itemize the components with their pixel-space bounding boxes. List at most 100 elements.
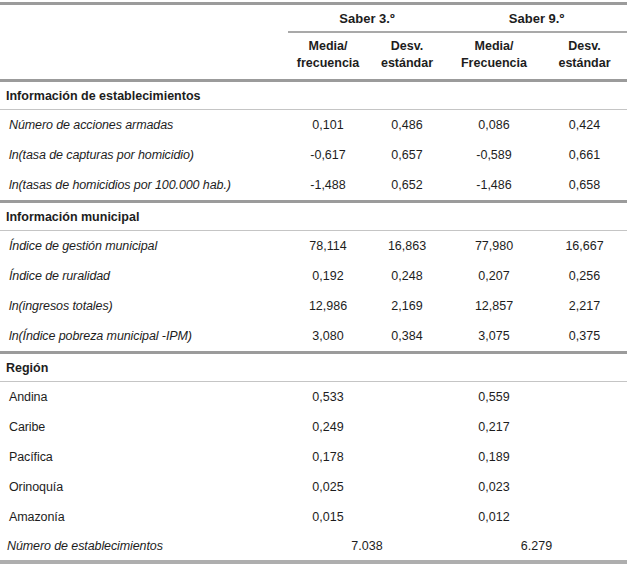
stat-cell-n-saber9: 6.279 — [446, 532, 627, 562]
observations-row: Número de establecimientos 7.038 6.279 — [0, 532, 627, 562]
table-row: Índice de gestión municipal 78,114 16,86… — [0, 230, 627, 261]
section-title: Información municipal — [0, 201, 627, 230]
col-group-saber-9: Saber 9.º — [446, 4, 627, 33]
section-header-municipal: Información municipal — [0, 201, 627, 230]
stat-cell: -0,589 — [446, 140, 542, 170]
col-header-line1: Media/ — [309, 39, 348, 53]
table-row: Caribe 0,249 0,217 — [0, 412, 627, 442]
col-group-saber-3: Saber 3.º — [288, 4, 446, 33]
col-header-media-frecuencia-3: Media/ frecuencia — [288, 32, 368, 80]
stat-cell: -1,486 — [446, 170, 542, 202]
stat-cell: 77,980 — [446, 230, 542, 261]
stat-cell: 0,217 — [446, 412, 542, 442]
stat-cell: 0,384 — [368, 321, 446, 353]
table-row: ln(ingresos totales) 12,986 2,169 12,857… — [0, 291, 627, 321]
col-header-media-frecuencia-9: Media/ Frecuencia — [446, 32, 542, 80]
stat-cell — [368, 502, 446, 532]
row-label: ln(tasas de homicidios por 100.000 hab.) — [0, 170, 288, 202]
stat-cell — [542, 442, 627, 472]
row-label: Amazonía — [0, 502, 288, 532]
table-row: Orinoquía 0,025 0,023 — [0, 472, 627, 502]
stat-cell: 0,256 — [542, 261, 627, 291]
column-subheader-row: Media/ frecuencia Desv. estándar Media/ … — [0, 32, 627, 80]
section-header-establecimientos: Información de establecimientos — [0, 80, 627, 109]
col-header-line2: Frecuencia — [461, 56, 527, 70]
stat-cell — [542, 472, 627, 502]
stat-cell: 78,114 — [288, 230, 368, 261]
stat-cell — [368, 442, 446, 472]
stat-cell: 0,533 — [288, 381, 368, 412]
stat-cell: 0,657 — [368, 140, 446, 170]
stat-cell: 0,189 — [446, 442, 542, 472]
stat-cell: 0,486 — [368, 109, 446, 140]
header-spacer-cell — [0, 32, 288, 80]
header-spacer-cell — [0, 4, 288, 33]
col-header-desv-estandar-9: Desv. estándar — [542, 32, 627, 80]
stat-cell: 0,012 — [446, 502, 542, 532]
stat-cell — [368, 381, 446, 412]
row-label: Índice de gestión municipal — [0, 230, 288, 261]
stat-cell: 0,025 — [288, 472, 368, 502]
stat-cell: 0,249 — [288, 412, 368, 442]
table-row: Andina 0,533 0,559 — [0, 381, 627, 412]
stat-cell: 0,424 — [542, 109, 627, 140]
stat-cell — [542, 502, 627, 532]
stat-cell: 0,248 — [368, 261, 446, 291]
stat-cell: 0,015 — [288, 502, 368, 532]
col-header-line2: estándar — [381, 56, 433, 70]
stat-cell: 2,217 — [542, 291, 627, 321]
stat-cell-n-saber3: 7.038 — [288, 532, 446, 562]
stat-cell: 0,101 — [288, 109, 368, 140]
stat-cell — [368, 472, 446, 502]
row-label: Número de establecimientos — [0, 532, 288, 562]
stat-cell: 0,658 — [542, 170, 627, 202]
row-label: Orinoquía — [0, 472, 288, 502]
stat-cell: 0,559 — [446, 381, 542, 412]
stat-cell — [368, 412, 446, 442]
stat-cell: 0,192 — [288, 261, 368, 291]
table-row: ln(tasas de homicidios por 100.000 hab.)… — [0, 170, 627, 202]
stat-cell: 3,075 — [446, 321, 542, 353]
col-header-desv-estandar-3: Desv. estándar — [368, 32, 446, 80]
table-row: Amazonía 0,015 0,012 — [0, 502, 627, 532]
stat-cell: 2,169 — [368, 291, 446, 321]
row-label: Caribe — [0, 412, 288, 442]
stat-cell: 0,178 — [288, 442, 368, 472]
stat-cell: 12,986 — [288, 291, 368, 321]
stat-cell: -0,617 — [288, 140, 368, 170]
section-title: Región — [0, 352, 627, 381]
table-row: Índice de ruralidad 0,192 0,248 0,207 0,… — [0, 261, 627, 291]
row-label: Número de acciones armadas — [0, 109, 288, 140]
row-label: Índice de ruralidad — [0, 261, 288, 291]
row-label: ln(tasa de capturas por homicidio) — [0, 140, 288, 170]
stat-cell: 0,023 — [446, 472, 542, 502]
stat-cell: 16,667 — [542, 230, 627, 261]
column-group-header-row: Saber 3.º Saber 9.º — [0, 4, 627, 33]
stat-cell: 3,080 — [288, 321, 368, 353]
col-header-line2: frecuencia — [297, 56, 360, 70]
stat-cell: 12,857 — [446, 291, 542, 321]
table-row: Número de acciones armadas 0,101 0,486 0… — [0, 109, 627, 140]
col-header-line1: Desv. — [568, 39, 600, 53]
row-label: Pacífica — [0, 442, 288, 472]
stat-cell: 0,661 — [542, 140, 627, 170]
stat-cell — [542, 381, 627, 412]
row-label: ln(Índice pobreza municipal -IPM) — [0, 321, 288, 353]
col-header-line1: Desv. — [391, 39, 423, 53]
descriptive-statistics-table: Saber 3.º Saber 9.º Media/ frecuencia De… — [0, 2, 627, 564]
paper-table-page: Saber 3.º Saber 9.º Media/ frecuencia De… — [0, 0, 627, 564]
table-row: ln(tasa de capturas por homicidio) -0,61… — [0, 140, 627, 170]
row-label: Andina — [0, 381, 288, 412]
stat-cell: 0,375 — [542, 321, 627, 353]
stat-cell: -1,488 — [288, 170, 368, 202]
stat-cell: 16,863 — [368, 230, 446, 261]
stat-cell: 0,086 — [446, 109, 542, 140]
table-row: ln(Índice pobreza municipal -IPM) 3,080 … — [0, 321, 627, 353]
section-header-region: Región — [0, 352, 627, 381]
row-label: ln(ingresos totales) — [0, 291, 288, 321]
stat-cell: 0,207 — [446, 261, 542, 291]
stat-cell — [542, 412, 627, 442]
section-title: Información de establecimientos — [0, 80, 627, 109]
table-row: Pacífica 0,178 0,189 — [0, 442, 627, 472]
col-header-line1: Media/ — [475, 39, 514, 53]
